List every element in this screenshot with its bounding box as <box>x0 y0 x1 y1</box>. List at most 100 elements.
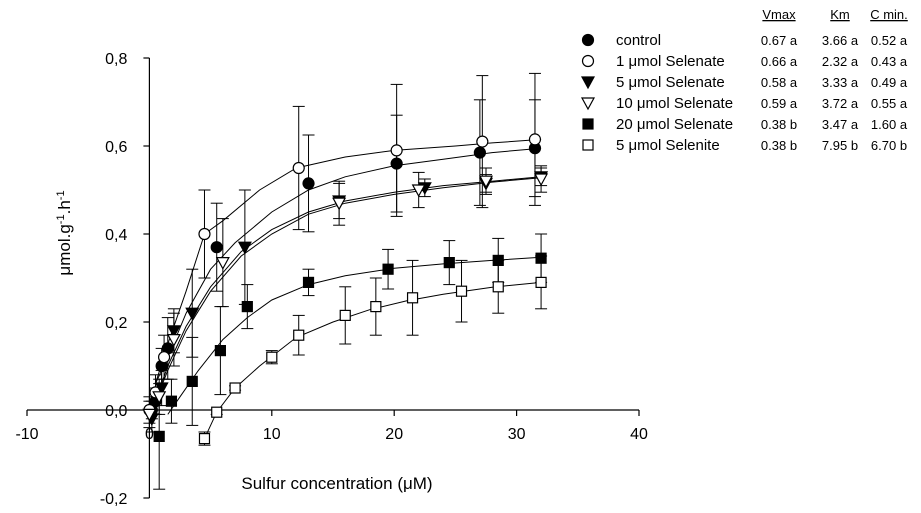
point-5-mol-selenite <box>370 301 382 313</box>
legend-stat-vmax-5-mol-selenate: 0.58 a <box>761 75 798 90</box>
legend-marker-5-mol-selenate <box>580 76 596 90</box>
point-1-mol-selenate <box>476 135 489 148</box>
legend-stat-cmin-1-mol-selenate: 0.43 a <box>871 54 908 69</box>
x-tick-label: 40 <box>630 426 648 443</box>
legend-stat-vmax-1-mol-selenate: 0.66 a <box>761 54 798 69</box>
point-10-mol-selenate <box>534 173 549 187</box>
point-10-mol-selenate <box>215 257 230 270</box>
point-control <box>302 177 315 190</box>
legend-header-vmax: Vmax <box>762 7 796 22</box>
legend-label-10-mol-selenate: 10 μmol Selenate <box>616 95 733 112</box>
point-5-mol-selenite <box>293 329 305 341</box>
point-10-mol-selenate <box>411 184 426 198</box>
x-tick-label: 20 <box>385 426 403 443</box>
curve-1-mol-selenate <box>155 138 542 384</box>
legend-marker-20-mol-selenate <box>582 118 594 130</box>
legend: Vmax Km C min. control 0.67 a 3.66 a 0.52 a… <box>580 7 908 154</box>
point-1-mol-selenate <box>198 227 211 241</box>
point-5-mol-selenate <box>237 241 252 255</box>
point-1-mol-selenate <box>157 351 171 364</box>
point-5-mol-selenate <box>154 382 169 396</box>
point-1-mol-selenate <box>528 133 542 146</box>
legend-header-km: Km <box>830 7 850 22</box>
y-tick-label: 0,6 <box>105 139 127 156</box>
curve-5-mol-selenate <box>155 176 542 402</box>
point-5-mol-selenite <box>339 309 351 321</box>
point-5-mol-selenate <box>185 307 200 321</box>
legend-stat-km-5-mol-selenate: 3.33 a <box>822 75 859 90</box>
y-tick-label: -0,2 <box>100 491 128 508</box>
point-20-mol-selenate <box>382 263 394 275</box>
point-20-mol-selenate <box>241 301 253 313</box>
point-5-mol-selenite <box>455 285 468 297</box>
x-axis-title: Sulfur concentration (μM) <box>241 474 432 493</box>
point-10-mol-selenate <box>332 197 347 211</box>
x-tick-label: 10 <box>263 426 281 443</box>
legend-stat-cmin-10-mol-selenate: 0.55 a <box>871 96 908 111</box>
legend-stat-cmin-5-mol-selenate: 0.49 a <box>871 75 908 90</box>
point-5-mol-selenite <box>211 406 223 418</box>
point-control <box>473 146 486 159</box>
legend-stat-cmin-5-mol-selenite: 6.70 b <box>871 138 907 153</box>
y-axis-title-sup2: -1 <box>55 190 67 200</box>
point-1-mol-selenate <box>390 144 403 157</box>
legend-marker-1-mol-selenate <box>581 54 595 68</box>
point-1-mol-selenate <box>292 161 305 175</box>
point-10-mol-selenate <box>142 408 157 422</box>
legend-stat-km-20-mol-selenate: 3.47 a <box>822 117 859 132</box>
legend-marker-5-mol-selenite <box>582 139 594 151</box>
y-tick-label: 0,8 <box>105 51 127 68</box>
point-20-mol-selenate <box>153 430 165 442</box>
legend-stat-km-1-mol-selenate: 2.32 a <box>822 54 859 69</box>
point-5-mol-selenite <box>229 382 241 394</box>
point-20-mol-selenate <box>443 257 455 269</box>
legend-stat-km-5-mol-selenite: 7.95 b <box>822 138 858 153</box>
legend-stat-vmax-20-mol-selenate: 0.38 b <box>761 117 797 132</box>
legend-label-20-mol-selenate: 20 μmol Selenate <box>616 116 733 133</box>
x-tick-label: 0 <box>145 426 154 443</box>
y-axis-title-mid: .h <box>55 200 74 214</box>
legend-header-cmin: C min. <box>870 7 908 22</box>
point-20-mol-selenate <box>302 276 315 288</box>
legend-label-1-mol-selenate: 1 μmol Selenate <box>616 53 725 70</box>
point-20-mol-selenate <box>535 252 547 264</box>
axes: -10 0 10 20 30 40 -0,2 0,0 0,2 0,4 0,6 0,8 <box>15 51 648 508</box>
y-axis-title-main: μmol.g <box>55 224 74 275</box>
point-5-mol-selenite <box>198 433 211 445</box>
x-tick-label: -10 <box>15 426 38 443</box>
point-20-mol-selenate <box>492 254 504 266</box>
legend-stat-cmin-control: 0.52 a <box>871 33 908 48</box>
y-axis-title: μmol.g-1.h-1 <box>55 190 74 275</box>
legend-marker-control <box>581 33 595 47</box>
legend-stat-km-10-mol-selenate: 3.72 a <box>822 96 859 111</box>
legend-label-5-mol-selenate: 5 μmol Selenate <box>616 74 725 91</box>
legend-stat-vmax-10-mol-selenate: 0.59 a <box>761 96 798 111</box>
y-tick-label: 0,0 <box>105 403 127 420</box>
point-control <box>210 241 223 254</box>
legend-stat-cmin-20-mol-selenate: 1.60 a <box>871 117 908 132</box>
point-10-mol-selenate <box>152 391 167 405</box>
point-5-mol-selenite <box>266 351 278 363</box>
point-10-mol-selenate <box>166 334 181 347</box>
point-5-mol-selenate <box>166 325 181 339</box>
y-axis-title-sup1: -1 <box>55 214 67 224</box>
legend-stat-km-control: 3.66 a <box>822 33 859 48</box>
curve-control <box>155 147 542 384</box>
legend-label-5-mol-selenite: 5 μmol Selenite <box>616 137 720 154</box>
y-tick-label: 0,2 <box>105 315 127 332</box>
point-20-mol-selenate <box>214 345 226 357</box>
point-10-mol-selenate <box>478 175 494 189</box>
point-control <box>390 157 403 170</box>
point-20-mol-selenate <box>165 395 178 407</box>
point-5-mol-selenite <box>535 276 547 288</box>
y-tick-label: 0,4 <box>105 227 127 244</box>
legend-stat-vmax-control: 0.67 a <box>761 33 798 48</box>
point-5-mol-selenite <box>406 292 419 304</box>
curve-10-mol-selenate <box>155 177 542 402</box>
curve-20-mol-selenate <box>167 256 542 415</box>
legend-stat-vmax-5-mol-selenite: 0.38 b <box>761 138 797 153</box>
point-20-mol-selenate <box>186 375 198 387</box>
point-5-mol-selenite <box>492 281 504 293</box>
data-markers <box>142 133 549 445</box>
